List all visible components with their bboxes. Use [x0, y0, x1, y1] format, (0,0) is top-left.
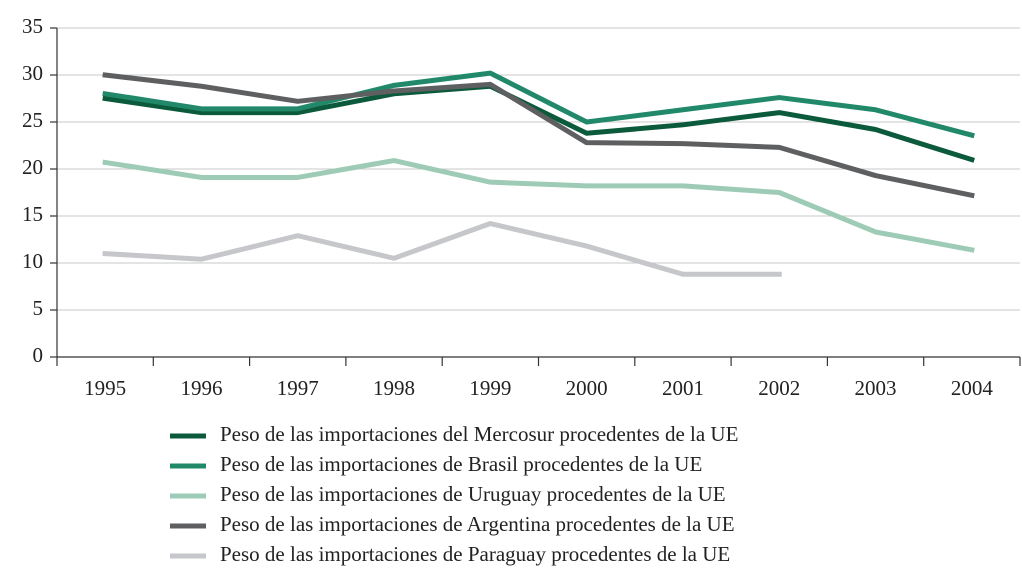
y-tick-label: 20: [22, 155, 43, 179]
series-line: [105, 224, 972, 295]
x-tick-label: 2000: [566, 376, 608, 400]
y-tick-label: 35: [22, 14, 43, 38]
y-tick-label: 25: [22, 108, 43, 132]
legend-label: Peso de las importaciones de Brasil proc…: [220, 452, 702, 476]
x-tick-label: 2004: [951, 376, 994, 400]
series-line: [102, 70, 975, 139]
x-tick-label: 2001: [662, 376, 704, 400]
series-line: [102, 83, 975, 163]
legend-label: Peso de las importaciones de Paraguay pr…: [220, 542, 730, 566]
x-tick-label: 2003: [855, 376, 897, 400]
x-tick-label: 1999: [469, 376, 511, 400]
y-tick-label: 30: [22, 61, 43, 85]
series-line: [102, 72, 975, 199]
series-line: [102, 158, 975, 253]
x-tick-label: 1998: [373, 376, 415, 400]
y-tick-label: 0: [33, 343, 44, 367]
x-tick-label: 1995: [84, 376, 126, 400]
y-tick-label: 5: [33, 296, 44, 320]
y-tick-label: 10: [22, 249, 43, 273]
x-tick-label: 1996: [180, 376, 222, 400]
legend-label: Peso de las importaciones de Uruguay pro…: [220, 482, 726, 506]
x-tick-label: 1997: [277, 376, 319, 400]
x-tick-label: 2002: [758, 376, 800, 400]
legend-label: Peso de las importaciones de Argentina p…: [220, 512, 735, 536]
legend-label: Peso de las importaciones del Mercosur p…: [220, 422, 738, 446]
y-tick-label: 15: [22, 202, 43, 226]
